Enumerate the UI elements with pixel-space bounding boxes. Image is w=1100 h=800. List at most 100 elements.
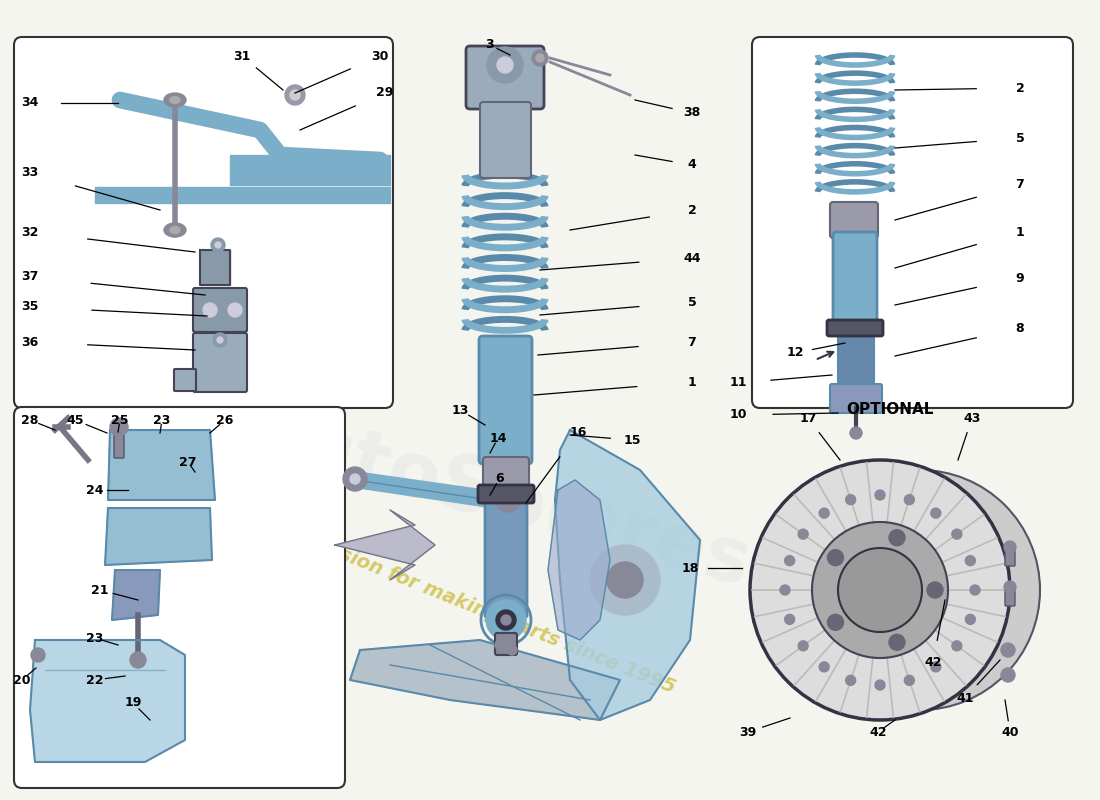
FancyBboxPatch shape xyxy=(478,336,532,464)
Text: 38: 38 xyxy=(683,106,701,119)
Text: 28: 28 xyxy=(21,414,38,426)
Text: 14: 14 xyxy=(490,431,507,445)
Text: 23: 23 xyxy=(153,414,170,426)
Circle shape xyxy=(889,634,905,650)
FancyBboxPatch shape xyxy=(1005,546,1015,566)
Text: 24: 24 xyxy=(86,483,103,497)
FancyBboxPatch shape xyxy=(174,369,196,391)
Text: 29: 29 xyxy=(376,86,394,99)
Circle shape xyxy=(952,529,961,539)
Circle shape xyxy=(590,545,660,615)
Circle shape xyxy=(1004,581,1016,593)
Ellipse shape xyxy=(164,93,186,107)
Circle shape xyxy=(130,652,146,668)
Circle shape xyxy=(1001,643,1015,657)
Circle shape xyxy=(812,522,948,658)
Circle shape xyxy=(750,460,1010,720)
Ellipse shape xyxy=(170,97,180,103)
Circle shape xyxy=(1001,668,1015,682)
Text: 21: 21 xyxy=(91,583,109,597)
Circle shape xyxy=(931,662,940,672)
Circle shape xyxy=(211,238,226,252)
FancyBboxPatch shape xyxy=(838,332,875,391)
Text: 8: 8 xyxy=(1015,322,1024,334)
Circle shape xyxy=(204,303,217,317)
FancyBboxPatch shape xyxy=(485,492,527,618)
Text: 43: 43 xyxy=(964,411,981,425)
Circle shape xyxy=(110,418,128,436)
Text: 1: 1 xyxy=(688,375,696,389)
Text: 27: 27 xyxy=(179,455,197,469)
Text: 19: 19 xyxy=(124,697,142,710)
Text: 20: 20 xyxy=(13,674,31,686)
Circle shape xyxy=(850,427,862,439)
Text: 1: 1 xyxy=(1015,226,1024,238)
Polygon shape xyxy=(112,570,160,620)
Text: 4: 4 xyxy=(688,158,696,171)
Text: 2: 2 xyxy=(688,203,696,217)
Circle shape xyxy=(820,508,829,518)
Circle shape xyxy=(827,614,844,630)
Text: 16: 16 xyxy=(570,426,586,438)
Circle shape xyxy=(536,54,544,62)
Text: 7: 7 xyxy=(1015,178,1024,191)
Circle shape xyxy=(889,530,905,546)
Circle shape xyxy=(1004,541,1016,553)
Circle shape xyxy=(31,648,45,662)
Circle shape xyxy=(495,640,505,650)
Circle shape xyxy=(846,675,856,686)
Text: 35: 35 xyxy=(21,301,38,314)
Circle shape xyxy=(486,600,526,640)
Text: 18: 18 xyxy=(681,562,698,574)
Circle shape xyxy=(217,337,223,343)
FancyBboxPatch shape xyxy=(827,320,883,336)
Text: 32: 32 xyxy=(21,226,38,238)
Polygon shape xyxy=(200,250,230,285)
FancyBboxPatch shape xyxy=(495,633,517,655)
Text: 36: 36 xyxy=(21,335,38,349)
Circle shape xyxy=(285,85,305,105)
FancyBboxPatch shape xyxy=(192,288,248,332)
Polygon shape xyxy=(336,510,434,580)
Circle shape xyxy=(497,57,513,73)
Text: 7: 7 xyxy=(688,335,696,349)
Circle shape xyxy=(784,556,794,566)
Circle shape xyxy=(213,333,227,347)
Circle shape xyxy=(970,585,980,595)
Circle shape xyxy=(838,548,922,632)
Ellipse shape xyxy=(164,223,186,237)
Circle shape xyxy=(487,47,522,83)
Text: 40: 40 xyxy=(1001,726,1019,738)
Circle shape xyxy=(500,615,512,625)
Text: 3: 3 xyxy=(486,38,494,51)
Circle shape xyxy=(904,494,914,505)
Circle shape xyxy=(780,585,790,595)
Text: 42: 42 xyxy=(924,655,942,669)
Polygon shape xyxy=(350,640,620,720)
Circle shape xyxy=(874,680,886,690)
FancyBboxPatch shape xyxy=(14,407,345,788)
Circle shape xyxy=(904,675,914,686)
FancyBboxPatch shape xyxy=(480,102,531,178)
Text: 22: 22 xyxy=(86,674,103,686)
Circle shape xyxy=(952,641,961,651)
Circle shape xyxy=(966,614,976,624)
Circle shape xyxy=(846,494,856,505)
Text: 25: 25 xyxy=(111,414,129,426)
Text: 11: 11 xyxy=(729,377,747,390)
Circle shape xyxy=(214,242,221,248)
Circle shape xyxy=(507,645,517,655)
Text: 31: 31 xyxy=(233,50,251,62)
Polygon shape xyxy=(30,640,185,762)
Text: 42: 42 xyxy=(869,726,887,738)
Text: a passion for making parts since 1995: a passion for making parts since 1995 xyxy=(282,522,678,698)
Polygon shape xyxy=(108,430,214,500)
FancyBboxPatch shape xyxy=(478,485,534,503)
FancyBboxPatch shape xyxy=(1005,586,1015,606)
Text: 9: 9 xyxy=(1015,271,1024,285)
Circle shape xyxy=(290,90,300,100)
Circle shape xyxy=(532,50,548,66)
Text: 34: 34 xyxy=(21,97,38,110)
FancyBboxPatch shape xyxy=(830,202,878,238)
Text: 23: 23 xyxy=(86,631,103,645)
